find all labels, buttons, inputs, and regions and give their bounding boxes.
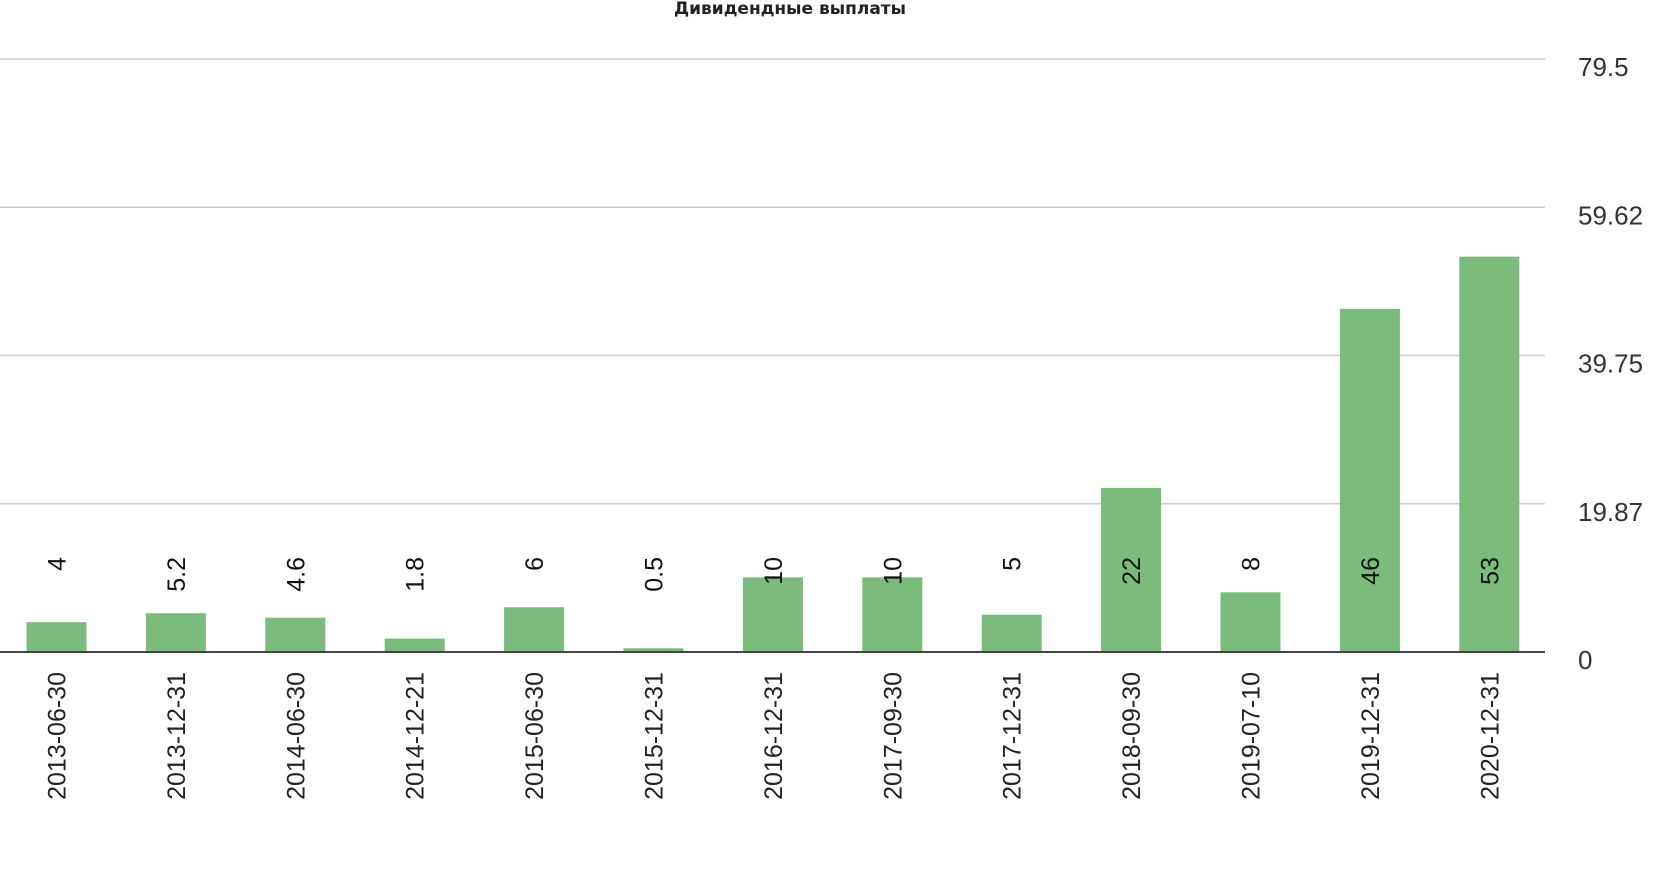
- x-tick-label: 2019-07-10: [1238, 672, 1266, 800]
- gridlines: [0, 58, 1545, 505]
- x-tick-label: 2015-12-31: [641, 672, 669, 800]
- bar: [742, 577, 803, 652]
- bar: [504, 607, 565, 652]
- data-label: 8: [1238, 557, 1266, 571]
- bars: [26, 256, 1520, 652]
- bar: [981, 614, 1042, 652]
- data-label: 10: [879, 557, 907, 585]
- bar: [265, 617, 326, 652]
- bar: [145, 613, 206, 652]
- x-tick-label: 2015-06-30: [521, 672, 549, 800]
- data-label: 5.2: [163, 557, 191, 592]
- data-labels: 4 5.2 4.6 1.8 6 0.5 10 10 5 22 8 46 53: [44, 557, 1505, 592]
- bar: [1339, 308, 1400, 652]
- y-tick-label: 0: [1578, 645, 1592, 675]
- bar: [1101, 487, 1162, 652]
- data-label: 53: [1476, 557, 1504, 585]
- y-tick-label: 39.75: [1578, 349, 1643, 379]
- data-label: 46: [1357, 557, 1385, 585]
- y-tick-label: 59.62: [1578, 200, 1643, 230]
- bar: [623, 648, 684, 652]
- x-tick-label: 2014-06-30: [282, 672, 310, 800]
- data-label: 22: [1118, 557, 1146, 585]
- data-label: 6: [521, 557, 549, 571]
- bar: [862, 577, 923, 652]
- x-axis-labels: 2013-06-30 2013-12-31 2014-06-30 2014-12-21…: [44, 672, 1505, 800]
- x-tick-label: 2013-06-30: [44, 672, 72, 800]
- bar: [384, 638, 445, 652]
- data-label: 10: [760, 557, 788, 585]
- data-label: 0.5: [641, 557, 669, 592]
- bar: [1459, 256, 1520, 652]
- x-tick-label: 2020-12-31: [1476, 672, 1504, 800]
- bar: [26, 622, 87, 652]
- bar: [1220, 592, 1281, 652]
- x-tick-label: 2017-12-31: [999, 672, 1027, 800]
- data-label: 5: [999, 557, 1027, 571]
- data-label: 1.8: [402, 557, 430, 592]
- x-tick-label: 2016-12-31: [760, 672, 788, 800]
- chart-title: Дивидендные выплаты: [673, 0, 907, 19]
- y-tick-label: 79.5: [1578, 52, 1629, 82]
- x-tick-label: 2014-12-21: [402, 672, 430, 800]
- x-tick-label: 2013-12-31: [163, 672, 191, 800]
- data-label: 4.6: [282, 557, 310, 592]
- y-tick-label: 19.87: [1578, 497, 1643, 527]
- x-tick-label: 2018-09-30: [1118, 672, 1146, 800]
- x-tick-label: 2019-12-31: [1357, 672, 1385, 800]
- y-axis-ticks: 0 19.87 39.75 59.62 79.5: [1578, 52, 1643, 675]
- data-label: 4: [44, 557, 72, 571]
- x-tick-label: 2017-09-30: [879, 672, 907, 800]
